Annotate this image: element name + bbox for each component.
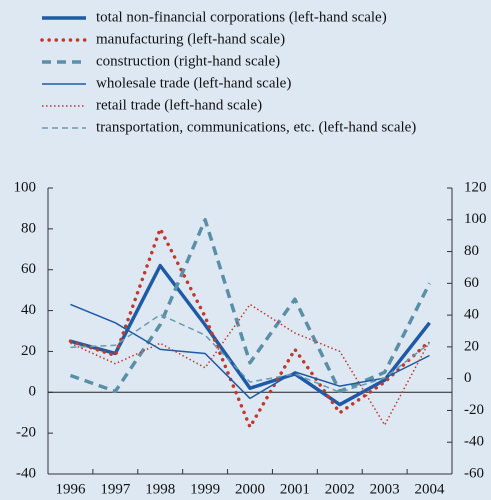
series-line [69,263,431,407]
series-line [70,303,431,426]
y2-tick-label: 40 [464,307,479,323]
x-tick-label: 1999 [190,481,220,497]
legend-label: wholesale trade (left-hand scale) [96,75,291,91]
y-tick-label: 0 [29,384,37,400]
y2-tick-label: 100 [464,211,487,227]
legend-label: total non-financial corporations (left-h… [96,9,387,25]
y2-tick-label: -60 [464,465,484,481]
y-tick-label: 20 [21,343,36,359]
y2-tick-label: 80 [464,243,479,259]
x-tick-label: 2002 [325,481,355,497]
x-tick-label: 2003 [370,481,400,497]
y2-tick-label: 0 [464,370,472,386]
y-tick-label: -40 [16,465,36,481]
legend-label: retail trade (left-hand scale) [96,97,262,113]
y-tick-label: 80 [21,220,36,236]
x-tick-label: 1996 [55,481,86,497]
x-tick-label: 1998 [145,481,175,497]
y-tick-label: 100 [14,179,37,195]
legend-label: manufacturing (left-hand scale) [96,31,285,47]
legend-label: transportation, communications, etc. (le… [96,119,416,135]
x-tick-label: 2004 [415,481,446,497]
x-tick-label: 2000 [235,481,265,497]
y-tick-label: 40 [21,302,36,318]
y-tick-label: 60 [21,261,36,277]
y2-tick-label: 20 [464,338,479,354]
series-line [70,313,431,394]
series-line [68,227,432,429]
y-tick-label: -20 [16,425,36,441]
x-tick-label: 1997 [100,481,131,497]
y2-tick-label: 60 [464,275,479,291]
series-line [69,218,432,394]
y2-tick-label: 120 [464,179,487,195]
x-tick-label: 2001 [280,481,310,497]
y2-tick-label: -20 [464,402,484,418]
series-line [70,303,430,400]
y2-tick-label: -40 [464,434,484,450]
legend-label: construction (right-hand scale) [96,53,280,69]
